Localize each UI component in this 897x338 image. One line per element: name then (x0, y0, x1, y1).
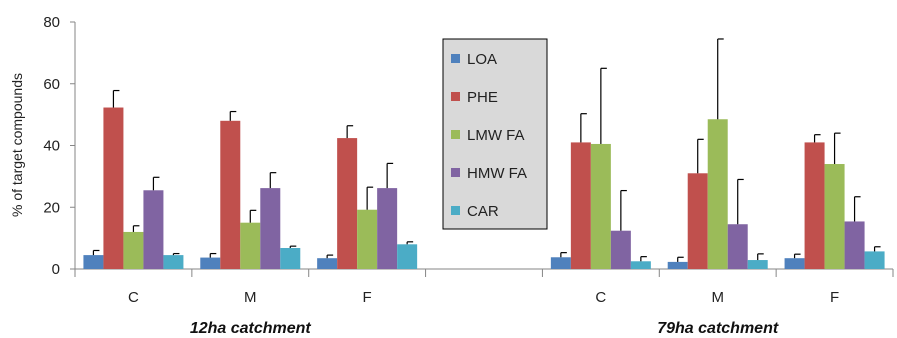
bar-hmw-fa (260, 188, 281, 269)
bar-car (280, 248, 301, 269)
bar-car (864, 251, 885, 269)
bar-car (163, 255, 184, 269)
bar-car (747, 260, 768, 269)
bar-lmw-fa (357, 209, 378, 269)
y-tick-label: 60 (43, 76, 60, 93)
bar-lmw-fa (123, 231, 144, 269)
x-tick-label: C (128, 289, 139, 306)
legend-swatch (451, 54, 460, 63)
bar-lmw-fa (707, 119, 728, 269)
x-tick-label: M (711, 289, 724, 306)
bar-car (397, 244, 418, 269)
y-tick-label: 40 (43, 138, 60, 155)
bar-hmw-fa (377, 188, 398, 269)
x-tick-label: C (595, 289, 606, 306)
legend-label: CAR (467, 203, 499, 220)
x-tick-label: F (363, 289, 372, 306)
bar-lmw-fa (240, 222, 261, 269)
bar-loa (667, 261, 688, 269)
y-tick-label: 80 (43, 14, 60, 31)
bar-loa (784, 258, 805, 269)
bar-phe (103, 107, 124, 270)
bar-lmw-fa (824, 164, 845, 269)
bar-hmw-fa (727, 224, 748, 269)
bar-hmw-fa (844, 221, 865, 269)
bar-loa (83, 255, 104, 269)
legend-label: LOA (467, 51, 497, 68)
bar-phe (687, 173, 708, 269)
bar-car (630, 261, 651, 269)
bar-loa (550, 257, 571, 269)
group-label: 79ha catchment (657, 320, 779, 337)
bar-phe (570, 142, 591, 269)
bar-hmw-fa (143, 190, 164, 269)
bar-loa (317, 258, 338, 269)
legend-box (442, 38, 548, 230)
legend-label: HMW FA (467, 165, 527, 182)
legend-label: PHE (467, 89, 498, 106)
bar-hmw-fa (610, 230, 631, 269)
bar-phe (804, 142, 825, 269)
bar-phe (220, 120, 241, 269)
x-tick-label: M (244, 289, 257, 306)
legend-swatch (451, 206, 460, 215)
legend-swatch (451, 92, 460, 101)
x-tick-label: F (830, 289, 839, 306)
y-axis-label: % of target compounds (9, 73, 25, 217)
legend-swatch (451, 130, 460, 139)
bar-lmw-fa (590, 143, 611, 269)
y-tick-label: 0 (52, 261, 60, 278)
legend-swatch (451, 168, 460, 177)
y-tick-label: 20 (43, 199, 60, 216)
legend-label: LMW FA (467, 127, 525, 144)
group-label: 12ha catchment (190, 320, 312, 337)
legend: LOA PHE LMW FA HMW FA CAR (442, 38, 548, 230)
bar-loa (200, 257, 221, 269)
bar-phe (337, 138, 358, 269)
